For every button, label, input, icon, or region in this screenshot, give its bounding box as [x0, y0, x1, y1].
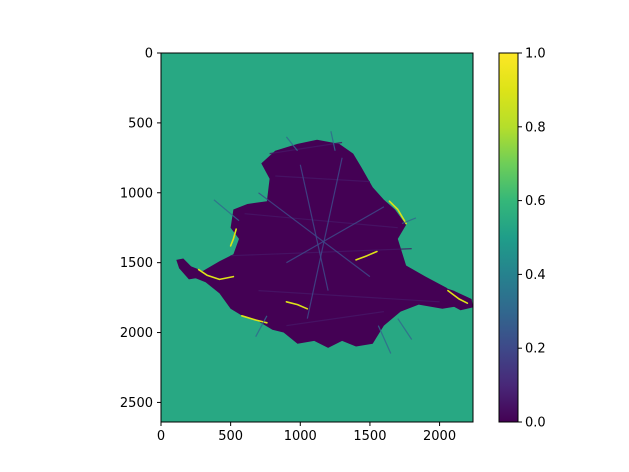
colorbar-ticks: 0.0 0.2 0.4 0.6 0.8 1.0 — [518, 47, 546, 431]
x-tick-label: 500 — [218, 429, 243, 444]
colorbar: 0.0 0.2 0.4 0.6 0.8 1.0 — [498, 47, 546, 431]
heatmap-highlight-3 — [447, 289, 469, 304]
heatmap-streak-9 — [286, 206, 385, 264]
heatmap-plot-area — [160, 52, 474, 423]
heatmap-streak-15 — [285, 136, 298, 152]
heatmap-highlight-2 — [388, 200, 407, 225]
heatmap-streak-14 — [330, 131, 336, 151]
heatmap-streak-4 — [258, 290, 440, 303]
heatmap-highlight-0 — [197, 268, 235, 281]
heatmap-highlight-6 — [229, 228, 237, 247]
heatmap-highlight-4 — [355, 250, 378, 261]
colorbar-frame — [498, 52, 519, 423]
x-tick-label: 2000 — [423, 429, 456, 444]
heatmap-streak-7 — [306, 157, 343, 319]
heatmap-region-0 — [188, 139, 468, 348]
y-tick-label: 1500 — [120, 256, 153, 271]
heatmap-streak-12 — [213, 199, 240, 222]
x-axis: 0 500 1000 1500 2000 — [157, 422, 456, 444]
y-axis: 0 500 1000 1500 2000 2500 — [120, 47, 161, 411]
heatmap-streak-0 — [269, 141, 343, 155]
heatmap-streak-5 — [286, 311, 384, 327]
colorbar-gradient — [499, 53, 518, 422]
x-tick-label: 1500 — [353, 429, 386, 444]
heatmap-highlight-5 — [285, 301, 309, 310]
x-tick-label: 1000 — [284, 429, 317, 444]
y-tick-label: 500 — [128, 116, 153, 131]
colorbar-tick-label: 0.4 — [525, 268, 546, 283]
y-tick-label: 2000 — [120, 326, 153, 341]
heatmap-streak-10 — [255, 315, 268, 337]
heatmap-streak-2 — [244, 213, 398, 229]
colorbar-tick-label: 1.0 — [525, 47, 546, 62]
heatmap-region-1 — [176, 258, 198, 280]
y-tick-label: 1000 — [120, 186, 153, 201]
heatmap-data-layer — [176, 131, 473, 354]
heatmap-streak-6 — [299, 164, 329, 291]
heatmap-streak-16 — [397, 318, 413, 340]
heatmap-streak-8 — [258, 192, 371, 278]
plot-frame — [160, 52, 474, 423]
y-tick-label: 0 — [145, 47, 153, 62]
heatmap-streak-1 — [275, 175, 370, 183]
colorbar-tick-label: 0.6 — [525, 194, 546, 209]
colorbar-tick-label: 0.2 — [525, 342, 546, 357]
y-tick-label: 2500 — [120, 396, 153, 411]
colorbar-tick-label: 0.0 — [525, 416, 546, 431]
heatmap-region-2 — [432, 283, 473, 311]
x-tick-label: 0 — [157, 429, 165, 444]
colorbar-tick-label: 0.8 — [525, 120, 546, 135]
heatmap-streak-13 — [401, 217, 417, 225]
heatmap-streak-11 — [377, 325, 392, 354]
